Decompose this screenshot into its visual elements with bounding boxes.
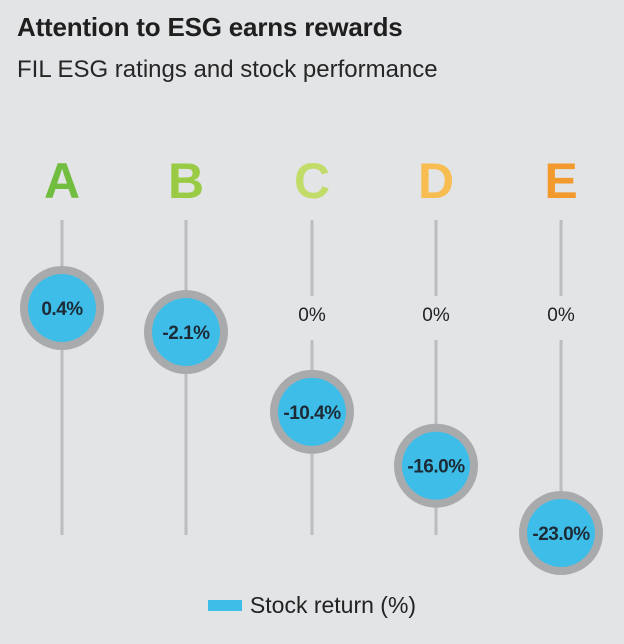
legend-label: Stock return (%): [249, 592, 417, 618]
data-point: [28, 274, 96, 342]
rating-label-c: C: [294, 153, 330, 209]
rating-label-e: E: [544, 153, 577, 209]
rating-label-a: A: [44, 153, 80, 209]
chart-subtitle: FIL ESG ratings and stock performance: [17, 56, 438, 83]
data-label: -16.0%: [407, 457, 465, 478]
zero-label: 0%: [298, 305, 326, 326]
rating-label-b: B: [168, 153, 204, 209]
data-point: [402, 431, 470, 500]
data-label: -10.4%: [283, 403, 341, 424]
zero-label: 0%: [422, 305, 450, 326]
rating-label-d: D: [418, 153, 454, 209]
data-label: -23.0%: [532, 524, 590, 545]
data-point: [527, 499, 595, 567]
zero-label: 0%: [547, 305, 575, 326]
legend-swatch: [207, 600, 242, 611]
data-point: [152, 298, 220, 367]
chart-title: Attention to ESG earns rewards: [17, 12, 403, 42]
data-label: -2.1%: [162, 323, 210, 344]
data-label: 0.4%: [41, 299, 83, 320]
chart-area: A 0.4% B -2.1% C 0% -10.4% D 0% -16.0% E 0% -23.0%: [20, 153, 603, 575]
data-point: [278, 377, 346, 446]
chart-legend: Stock return (%): [0, 592, 624, 619]
